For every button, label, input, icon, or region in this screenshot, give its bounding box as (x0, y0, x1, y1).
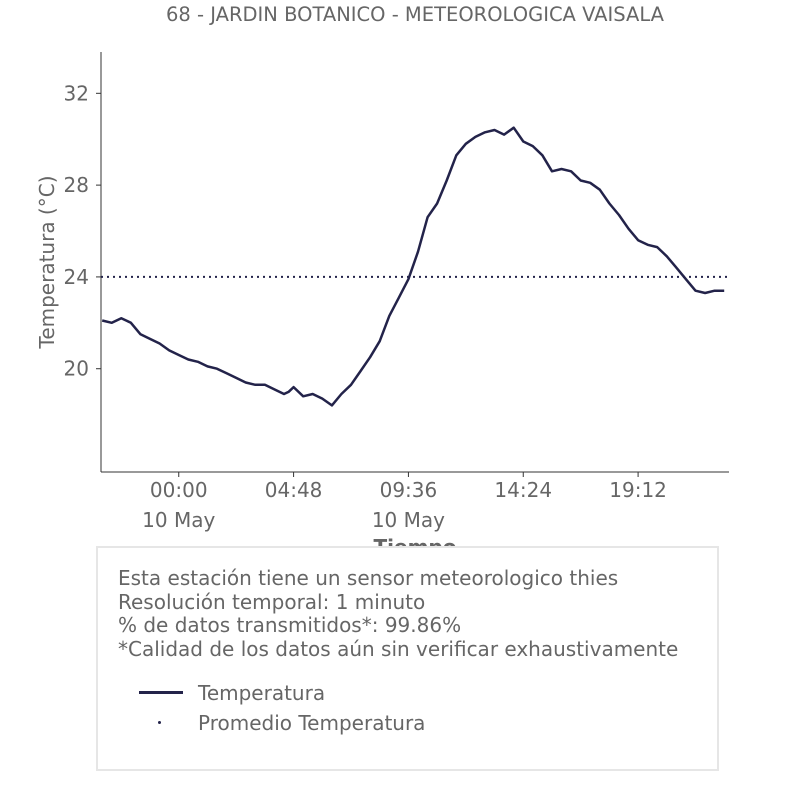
x-axis: 00:00 10 May 04:48 09:36 10 May 14:24 19:12 (101, 471, 729, 532)
x-tick-label: 14:24 (494, 478, 552, 502)
x-tick-label: 00:00 (150, 478, 208, 502)
legend-item-promedio: Promedio Temperatura (138, 711, 425, 735)
legend-line-swatch (138, 681, 184, 705)
info-line-resolution: Resolución temporal: 1 minuto (118, 589, 426, 614)
station-info-box: Esta estación tiene un sensor meteorolog… (96, 546, 719, 771)
y-tick-label: 32 (64, 81, 89, 105)
y-axis: 20 24 28 32 (64, 52, 102, 472)
temperature-series-line (101, 126, 725, 407)
y-tick-label: 28 (64, 173, 89, 197)
x-tick-label: 04:48 (265, 478, 323, 502)
info-line-transmitted: % de datos transmitidos*: 99.86% (118, 613, 462, 637)
x-tick-sublabel: 10 May (142, 508, 215, 532)
legend-dot-swatch (138, 711, 184, 735)
y-tick-label: 20 (64, 357, 89, 381)
legend-label-temperatura: Temperatura (198, 681, 326, 705)
x-tick-label: 19:12 (609, 478, 667, 502)
chart-title: 68 - JARDIN BOTANICO - METEOROLOGICA VAI… (166, 3, 665, 26)
legend-item-temperatura: Temperatura (138, 681, 325, 705)
x-tick-label: 09:36 (380, 478, 438, 502)
legend-label-promedio: Promedio Temperatura (198, 711, 426, 735)
y-axis-label: Temperatura (°C) (35, 175, 59, 349)
y-tick-label: 24 (64, 265, 89, 289)
x-tick-sublabel: 10 May (372, 508, 445, 532)
info-lines: Esta estación tiene un sensor meteorolog… (118, 566, 679, 661)
info-line-sensor: Esta estación tiene un sensor meteorolog… (118, 566, 619, 590)
info-line-quality-note: *Calidad de los datos aún sin verificar … (118, 636, 679, 661)
plot-area (101, 126, 729, 407)
